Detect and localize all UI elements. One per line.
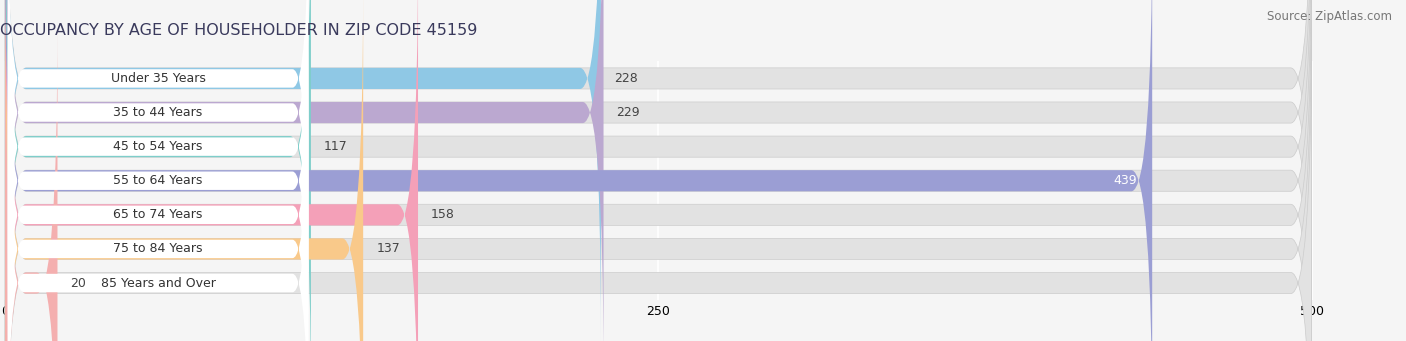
Text: Source: ZipAtlas.com: Source: ZipAtlas.com <box>1267 10 1392 23</box>
FancyBboxPatch shape <box>8 0 308 308</box>
Text: 20: 20 <box>70 277 86 290</box>
Text: 117: 117 <box>323 140 347 153</box>
FancyBboxPatch shape <box>8 54 308 341</box>
FancyBboxPatch shape <box>6 0 1312 341</box>
FancyBboxPatch shape <box>6 0 1312 341</box>
Text: 439: 439 <box>1114 174 1136 187</box>
Text: 137: 137 <box>377 242 399 255</box>
Text: 55 to 64 Years: 55 to 64 Years <box>114 174 202 187</box>
Text: 45 to 54 Years: 45 to 54 Years <box>114 140 202 153</box>
Text: 229: 229 <box>617 106 640 119</box>
Text: OCCUPANCY BY AGE OF HOUSEHOLDER IN ZIP CODE 45159: OCCUPANCY BY AGE OF HOUSEHOLDER IN ZIP C… <box>0 23 478 38</box>
Text: 85 Years and Over: 85 Years and Over <box>101 277 215 290</box>
FancyBboxPatch shape <box>8 19 308 341</box>
Text: 75 to 84 Years: 75 to 84 Years <box>114 242 202 255</box>
Text: 158: 158 <box>432 208 456 221</box>
FancyBboxPatch shape <box>6 0 1312 341</box>
FancyBboxPatch shape <box>6 0 1312 341</box>
FancyBboxPatch shape <box>6 0 1152 341</box>
FancyBboxPatch shape <box>6 0 603 341</box>
FancyBboxPatch shape <box>6 0 363 341</box>
FancyBboxPatch shape <box>6 0 418 341</box>
Text: 35 to 44 Years: 35 to 44 Years <box>114 106 202 119</box>
FancyBboxPatch shape <box>8 0 308 341</box>
FancyBboxPatch shape <box>8 0 308 341</box>
FancyBboxPatch shape <box>6 0 600 341</box>
Text: Under 35 Years: Under 35 Years <box>111 72 205 85</box>
Text: 65 to 74 Years: 65 to 74 Years <box>114 208 202 221</box>
FancyBboxPatch shape <box>8 0 308 274</box>
FancyBboxPatch shape <box>6 21 58 341</box>
FancyBboxPatch shape <box>6 0 1312 341</box>
FancyBboxPatch shape <box>6 0 311 341</box>
FancyBboxPatch shape <box>6 0 1312 341</box>
Text: 228: 228 <box>614 72 638 85</box>
FancyBboxPatch shape <box>6 21 1312 341</box>
FancyBboxPatch shape <box>8 88 308 341</box>
